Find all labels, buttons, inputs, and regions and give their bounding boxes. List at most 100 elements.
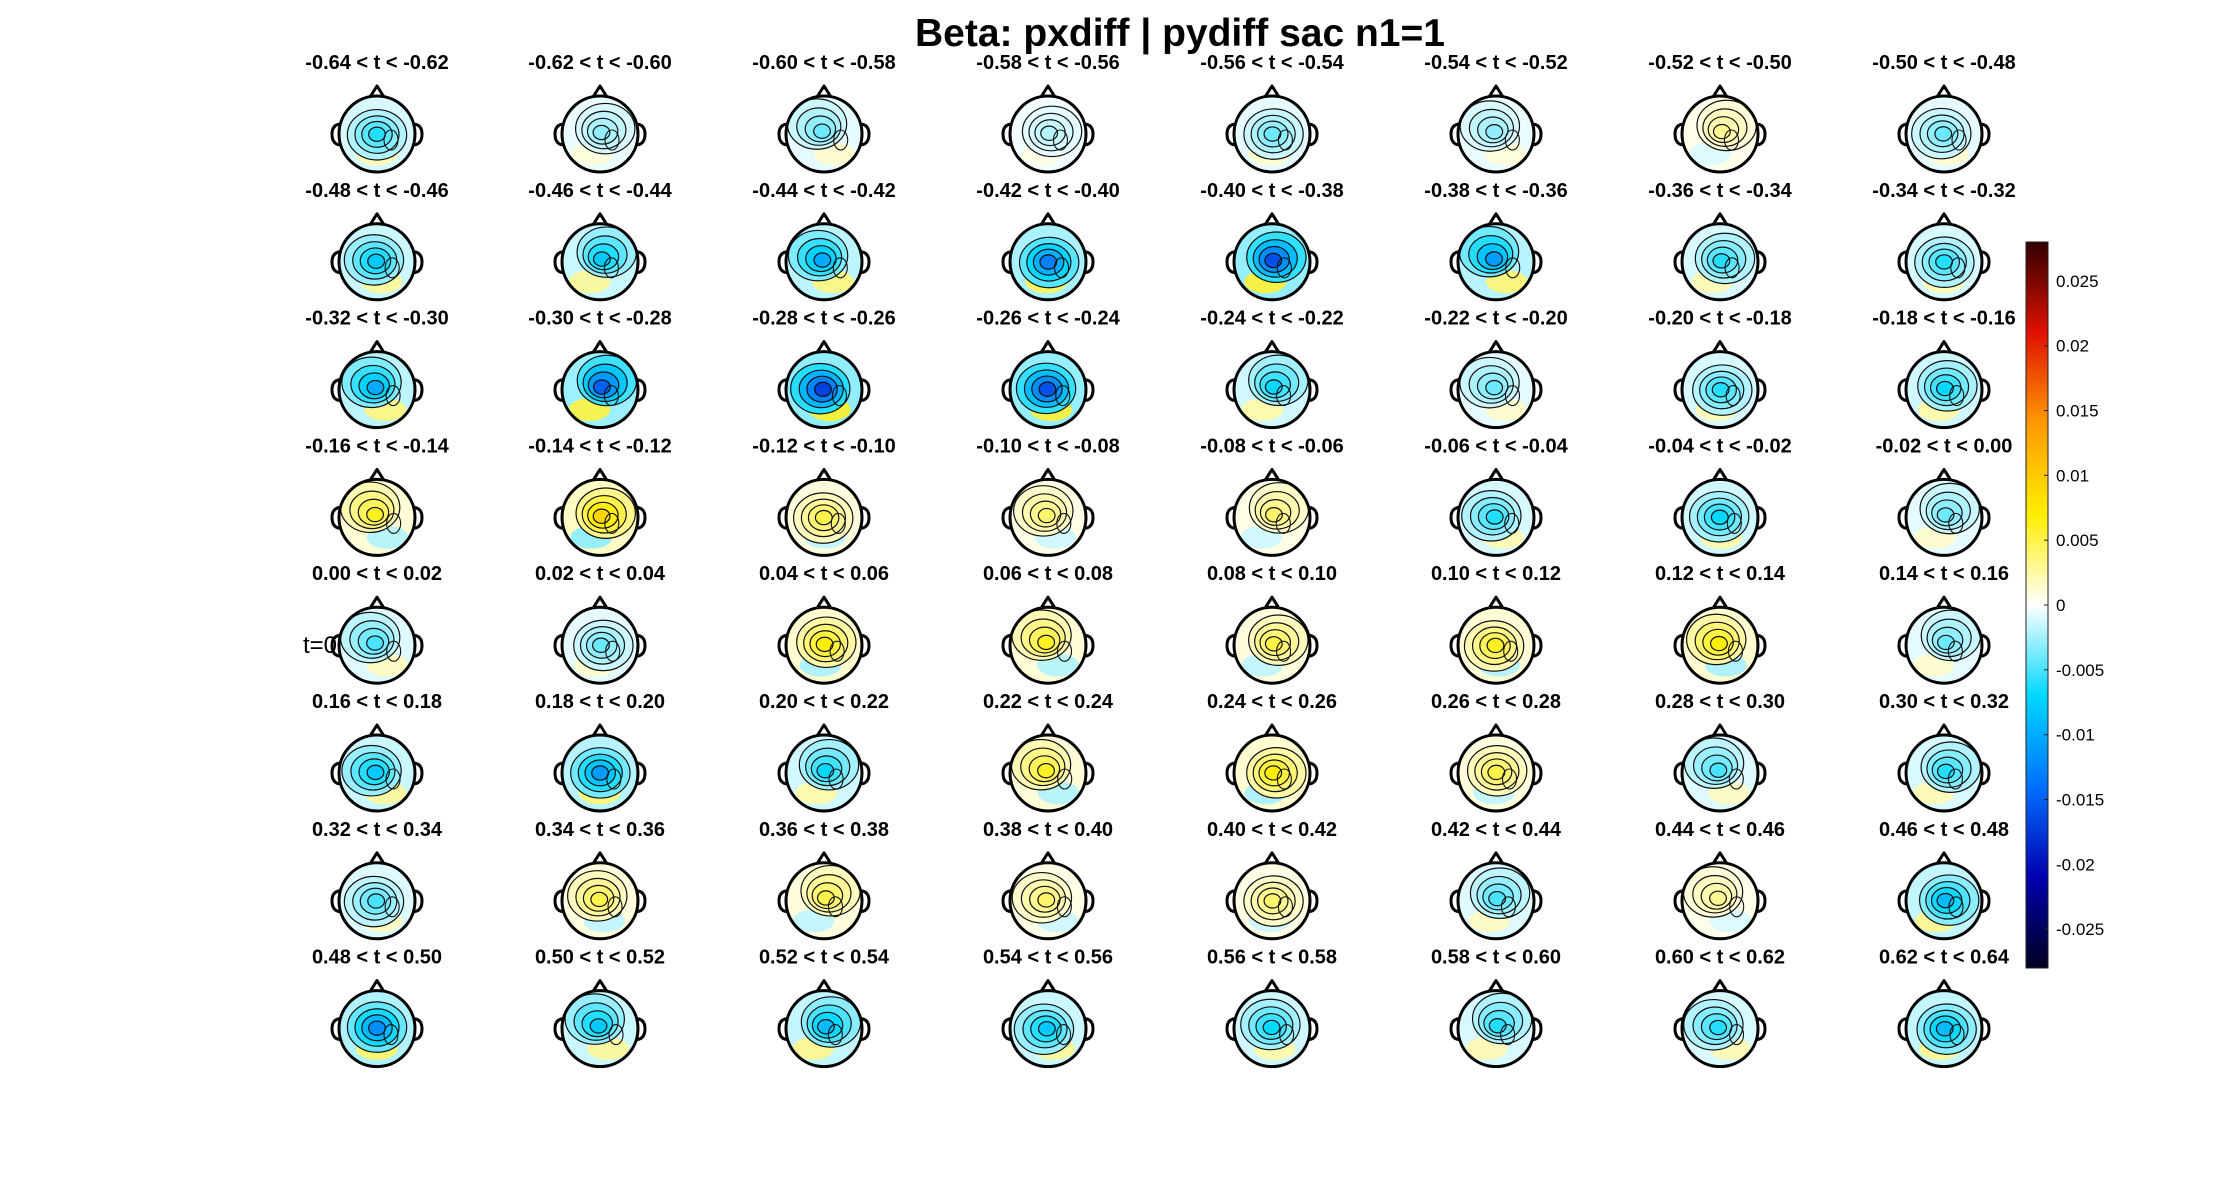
contour-line: [1947, 640, 1963, 662]
topoplot-panel: -0.54 < t < -0.52: [1424, 52, 1568, 174]
topoplot-panel: -0.34 < t < -0.32: [1872, 180, 2016, 302]
left-ear: [1673, 889, 1684, 914]
nose-marker: [1039, 979, 1057, 993]
nose-marker: [368, 851, 386, 865]
left-ear: [1673, 250, 1684, 275]
head-outline: [1456, 94, 1536, 174]
panel-title: 0.44 < t < 0.46: [1655, 819, 1785, 841]
right-ear: [1308, 889, 1319, 914]
right-ear: [860, 378, 871, 403]
contour-line: [592, 251, 611, 267]
panel-title: 0.50 < t < 0.52: [535, 947, 665, 969]
right-ear: [1756, 122, 1767, 147]
head-outline: [337, 989, 417, 1069]
contour-line: [384, 257, 400, 279]
panel-title: -0.04 < t < -0.02: [1648, 435, 1791, 457]
right-ear: [860, 250, 871, 275]
contour-line: [831, 385, 847, 407]
right-ear: [413, 1017, 424, 1042]
contour-line: [1057, 768, 1073, 790]
topoplot-panel: 0.28 < t < 0.30: [1655, 691, 1785, 813]
topoplot-panel: 0.04 < t < 0.06: [759, 563, 889, 685]
right-ear: [860, 633, 871, 658]
nose-marker: [1487, 851, 1505, 865]
panel-title: -0.12 < t < -0.10: [752, 435, 895, 457]
nose-marker: [368, 595, 386, 610]
contour-line: [1949, 1024, 1965, 1046]
colorbar: 0.025 0.02 0.015 0.01 0.005 0 -0.005 -0.01 -0.01…: [2025, 241, 2104, 969]
panel-title: 0.38 < t < 0.40: [983, 819, 1113, 841]
right-ear: [413, 761, 424, 786]
contour-line: [1504, 512, 1520, 534]
contour-line: [1262, 1019, 1281, 1036]
panel-title: -0.40 < t < -0.38: [1200, 180, 1343, 202]
left-ear: [1225, 889, 1236, 914]
head-outline: [1904, 477, 1984, 557]
contour-line: [827, 1024, 843, 1046]
right-ear: [1308, 378, 1319, 403]
topoplot-panel: 0.46 < t < 0.48: [1879, 819, 2009, 941]
topoplot-panel: -0.18 < t < -0.16: [1872, 308, 2016, 430]
contour-line: [1951, 129, 1967, 151]
contour-line: [817, 1019, 835, 1035]
right-ear: [860, 761, 871, 786]
head-outline: [1904, 733, 1984, 813]
contour-line: [1949, 385, 1965, 407]
head-outline: [1456, 605, 1536, 685]
left-ear: [1225, 1017, 1236, 1042]
left-ear: [1897, 761, 1908, 786]
contour-line: [1485, 251, 1503, 267]
contour-line: [1934, 126, 1953, 142]
colorbar-tick-label: 0.01: [2056, 466, 2089, 485]
colorbar-tick-label: -0.01: [2056, 726, 2095, 745]
contour-line: [366, 506, 385, 523]
head-outline: [337, 605, 417, 685]
nose-marker: [1711, 340, 1729, 354]
head-outline: [784, 222, 864, 302]
contour-line: [832, 257, 848, 279]
panel-title: 0.34 < t < 0.36: [535, 819, 665, 841]
topoplot-panel: -0.42 < t < -0.40: [976, 180, 1120, 302]
left-ear: [1225, 378, 1236, 403]
contour-line: [829, 640, 845, 662]
contour-line: [1935, 1021, 1954, 1037]
contour-line: [1054, 257, 1070, 279]
head-outline: [1680, 605, 1760, 685]
head-outline: [1680, 350, 1760, 430]
nose-marker: [1487, 979, 1505, 993]
contour-line: [385, 768, 401, 790]
topoplot-panel: 0.54 < t < 0.56: [983, 947, 1113, 1069]
right-ear: [1084, 250, 1095, 275]
nose-marker: [1039, 212, 1057, 226]
topoplot-panel: -0.48 < t < -0.46: [305, 180, 449, 302]
head-outline: [560, 350, 640, 430]
nose-marker: [1935, 340, 1953, 354]
right-ear: [1532, 378, 1543, 403]
topoplot-panel: 0.32 < t < 0.34: [312, 819, 443, 941]
right-ear: [636, 1017, 647, 1042]
contour-line: [814, 509, 833, 526]
contour-line: [1709, 762, 1728, 778]
contour-line: [813, 123, 831, 139]
right-ear: [1532, 250, 1543, 275]
left-ear: [330, 505, 341, 530]
contour-line: [1485, 509, 1504, 525]
left-ear: [1001, 250, 1012, 275]
nose-marker: [368, 84, 386, 98]
contour-line: [1936, 380, 1954, 397]
contour-line: [590, 891, 609, 908]
panel-title: -0.06 < t < -0.04: [1424, 435, 1568, 457]
topoplot-panel: -0.26 < t < -0.24: [976, 308, 1121, 430]
topoplot-panel: -0.44 < t < -0.42: [752, 180, 896, 302]
panel-title: -0.42 < t < -0.40: [976, 180, 1119, 202]
head-outline: [1680, 733, 1760, 813]
contour-line: [1936, 892, 1955, 909]
contour-line: [1056, 640, 1073, 662]
right-ear: [1084, 378, 1095, 403]
topoplot-panel: -0.02 < t < 0.00: [1876, 435, 2012, 557]
head-outline: [337, 222, 417, 302]
nose-marker: [1487, 467, 1505, 482]
left-ear: [330, 250, 341, 275]
contour-line: [1935, 254, 1954, 270]
left-ear: [777, 250, 788, 275]
